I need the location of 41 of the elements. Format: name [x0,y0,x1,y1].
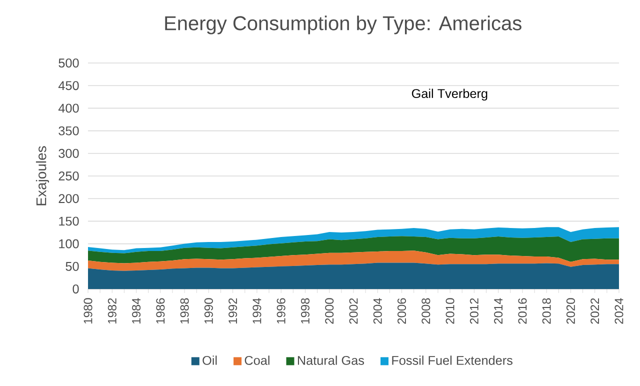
y-tick-label: 150 [59,216,79,226]
x-tick-label: 2002 [349,298,358,324]
x-tick-label: 2004 [373,298,382,324]
legend-label: Coal [244,356,270,365]
y-tick-label: 250 [58,172,79,180]
x-tick-label: 1996 [276,298,286,324]
x-tick-label: 2024 [614,298,624,324]
x-tick-label: 2016 [518,298,527,324]
y-tick-label: 500 [58,58,79,68]
x-tick-label: 1988 [180,298,189,324]
y-tick-label: 50 [66,262,79,271]
x-tick-label: 1984 [132,298,141,324]
legend-label: Oil [202,356,217,365]
x-tick-label: 1980 [84,298,92,324]
y-tick-label: 450 [58,81,79,90]
x-tick-label: 2006 [398,298,406,324]
y-tick-label: 350 [58,126,79,136]
x-tick-label: 1982 [108,298,116,324]
x-tick-label: 2020 [566,298,575,324]
chart-title: Energy Consumption by Type: Americas [165,16,522,34]
annotation: Gail Tverberg [412,88,488,101]
legend-label: Natural Gas [298,356,364,365]
x-tick-label: 1986 [156,298,165,324]
x-tick-label: 2014 [494,298,503,324]
y-tick-label: 100 [59,239,79,248]
x-tick-label: 2022 [590,298,600,324]
x-tick-label: 1998 [300,298,310,324]
x-tick-label: 1992 [228,298,238,324]
x-tick-label: 2018 [542,298,551,324]
y-tick-label: 300 [58,148,79,158]
x-tick-label: 2008 [422,298,430,324]
x-tick-label: 2012 [470,298,478,324]
x-tick-label: 2000 [325,298,334,324]
x-tick-label: 2010 [446,298,454,324]
x-tick-label: 1994 [252,298,262,324]
y-tick-label: 200 [58,194,79,204]
y-tick-label: 400 [58,104,79,113]
x-tick-label: 1990 [204,298,213,324]
legend-label: Fossil Fuel Extenders [392,356,512,365]
y-axis-title: Exajoules [36,146,50,206]
y-tick-label: 0 [72,284,79,294]
